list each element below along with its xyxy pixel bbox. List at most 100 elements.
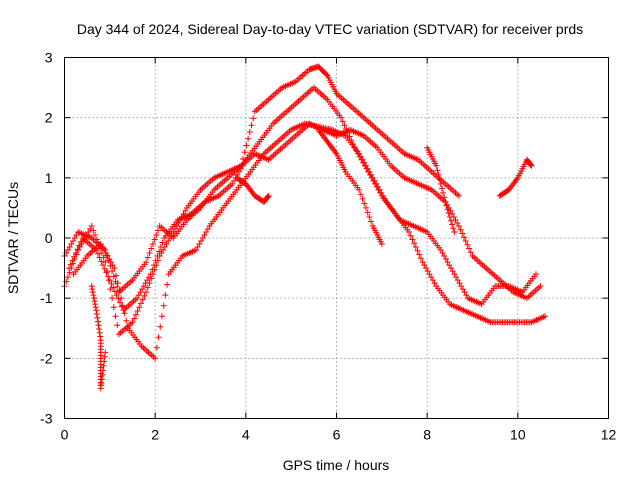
data-point (155, 334, 162, 341)
data-point (157, 323, 164, 330)
data-point (438, 185, 445, 192)
data-point (194, 244, 201, 251)
data-point (537, 283, 544, 290)
data-point (532, 271, 539, 278)
data-point (435, 171, 442, 178)
data-point (90, 292, 97, 299)
data-point (110, 273, 117, 280)
data-point (454, 277, 461, 284)
data-point (69, 257, 76, 264)
data-point (265, 192, 272, 199)
data-point (164, 281, 171, 288)
data-point (93, 310, 100, 317)
data-point (102, 247, 109, 254)
data-point (366, 168, 373, 175)
data-point (338, 114, 345, 121)
data-point (451, 228, 458, 235)
data-point (100, 262, 107, 269)
data-point (96, 329, 103, 336)
data-point (467, 249, 474, 256)
data-point (98, 380, 105, 387)
data-point (361, 200, 368, 207)
data-point (91, 298, 98, 305)
data-point (240, 156, 246, 163)
data-point (443, 202, 450, 209)
data-point (450, 225, 457, 232)
data-point (94, 318, 101, 325)
data-point (144, 284, 151, 291)
data-point (356, 186, 363, 193)
data-point (111, 288, 118, 295)
y-tick-label: 0 (45, 230, 53, 246)
data-point (527, 162, 534, 169)
x-tick-label: 2 (151, 427, 159, 443)
data-point (436, 176, 443, 183)
data-point (444, 259, 451, 266)
data-point (234, 171, 241, 178)
data-point (90, 227, 97, 234)
data-point (112, 278, 119, 285)
data-point (90, 295, 97, 302)
data-point (440, 189, 447, 196)
data-point (364, 209, 371, 216)
data-point (374, 183, 381, 190)
data-point (243, 142, 250, 149)
data-point (89, 289, 96, 296)
data-point (196, 241, 203, 248)
x-tick-label: 10 (510, 427, 526, 443)
data-point (105, 257, 112, 264)
data-point (542, 313, 549, 320)
data-point (447, 217, 454, 224)
data-point (376, 186, 383, 193)
data-point (199, 235, 206, 241)
data-point (114, 283, 121, 290)
data-point (411, 240, 418, 247)
data-point (154, 253, 161, 260)
data-point (424, 268, 431, 275)
data-point (412, 244, 419, 251)
data-point (137, 289, 144, 296)
data-point (103, 269, 110, 276)
data-point (369, 174, 376, 181)
data-point (123, 317, 130, 324)
data-point (170, 228, 177, 235)
data-point (464, 241, 471, 248)
data-point (92, 301, 99, 308)
data-point (94, 250, 101, 257)
data-point (407, 232, 414, 239)
data-point (417, 255, 424, 262)
data-point (362, 162, 369, 169)
data-point (201, 231, 208, 238)
y-tick-label: -2 (40, 350, 53, 366)
data-point (131, 315, 138, 322)
point-layer (61, 63, 549, 392)
data-point (68, 241, 75, 248)
data-point (461, 289, 468, 296)
data-point (146, 250, 153, 257)
data-point (109, 295, 116, 302)
grid-layer (64, 57, 609, 419)
data-point (138, 300, 144, 307)
data-point (106, 277, 113, 284)
plot-frame (64, 57, 609, 419)
data-point (323, 71, 330, 78)
x-tick-label: 8 (423, 427, 431, 443)
data-point (241, 149, 248, 156)
data-point (109, 268, 116, 275)
data-point (111, 265, 118, 272)
data-point (423, 265, 430, 272)
data-point (135, 292, 142, 299)
data-point (373, 180, 380, 187)
data-point (361, 159, 368, 166)
data-point (339, 118, 346, 125)
y-axis-label: SDTVAR / TECUs (5, 182, 21, 294)
data-point (528, 162, 535, 169)
data-point (381, 195, 388, 202)
data-point (159, 239, 166, 246)
data-point (158, 313, 165, 320)
data-point (409, 236, 416, 243)
data-point (378, 189, 385, 196)
data-point (463, 292, 470, 299)
